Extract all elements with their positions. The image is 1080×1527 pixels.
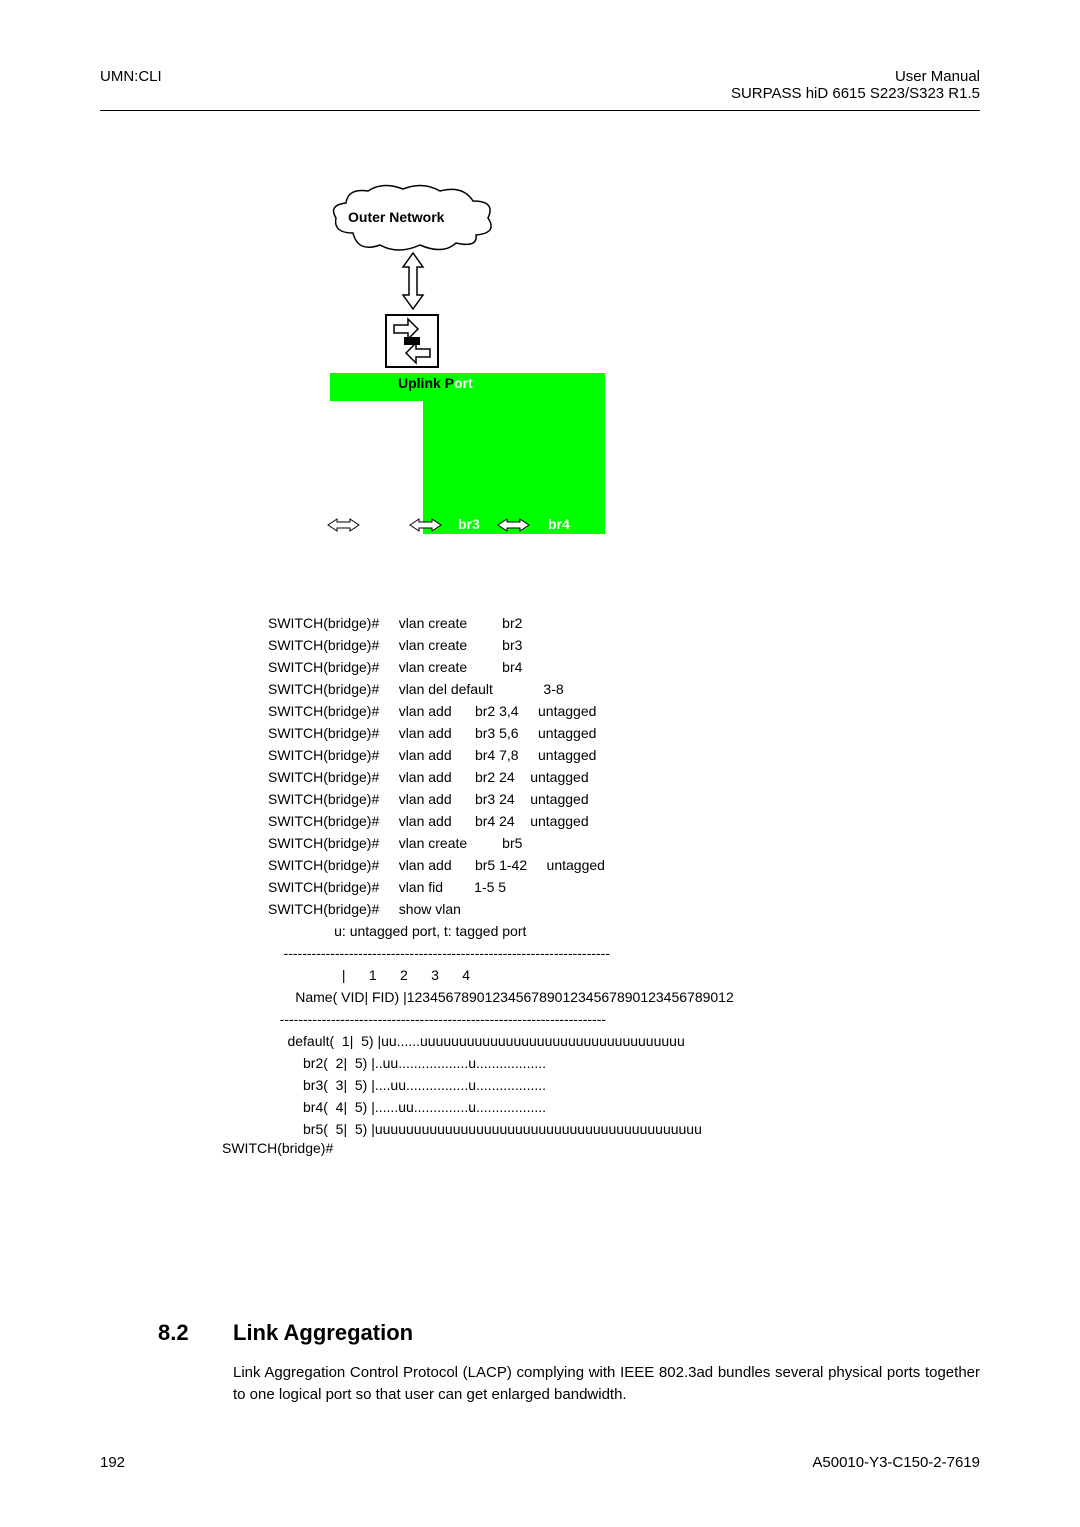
network-diagram: Outer Network Uplink Port default br2 br… <box>268 175 638 590</box>
header-right: User Manual SURPASS hiD 6615 S223/S323 R… <box>731 68 980 102</box>
footer-page: 192 <box>100 1454 125 1471</box>
double-harrow-icon <box>408 518 443 532</box>
header-right-line2: SURPASS hiD 6615 S223/S323 R1.5 <box>731 85 980 102</box>
section-title: Link Aggregation <box>233 1320 413 1346</box>
console-final-prompt: SWITCH(bridge)# <box>222 1140 333 1156</box>
router-icon <box>384 313 440 369</box>
page-header: UMN:CLI User Manual SURPASS hiD 6615 S22… <box>100 68 980 102</box>
uplink-label-white: ort <box>454 375 473 391</box>
vlan-body-box <box>423 401 605 534</box>
vlan-label-br2: br2 <box>368 516 390 532</box>
vlan-label-br3: br3 <box>458 516 480 532</box>
console-output: SWITCH(bridge)# vlan create br2 SWITCH(b… <box>268 612 988 1140</box>
uplink-port-label: Uplink Port <box>398 375 473 391</box>
double-arrow-icon <box>398 251 428 311</box>
double-harrow-icon <box>496 518 531 532</box>
uplink-label-black: Uplink P <box>398 375 454 391</box>
double-harrow-icon <box>326 518 361 532</box>
header-right-line1: User Manual <box>731 68 980 85</box>
section-number: 8.2 <box>158 1320 189 1346</box>
footer-docid: A50010-Y3-C150-2-7619 <box>812 1454 980 1471</box>
section-body: Link Aggregation Control Protocol (LACP)… <box>233 1362 980 1406</box>
vlan-label-br4: br4 <box>548 516 570 532</box>
cloud-label: Outer Network <box>348 209 444 225</box>
header-left: UMN:CLI <box>100 68 162 102</box>
page-footer: 192 A50010-Y3-C150-2-7619 <box>100 1454 980 1471</box>
header-rule <box>100 110 980 111</box>
vlan-label-default: default <box>266 516 312 532</box>
